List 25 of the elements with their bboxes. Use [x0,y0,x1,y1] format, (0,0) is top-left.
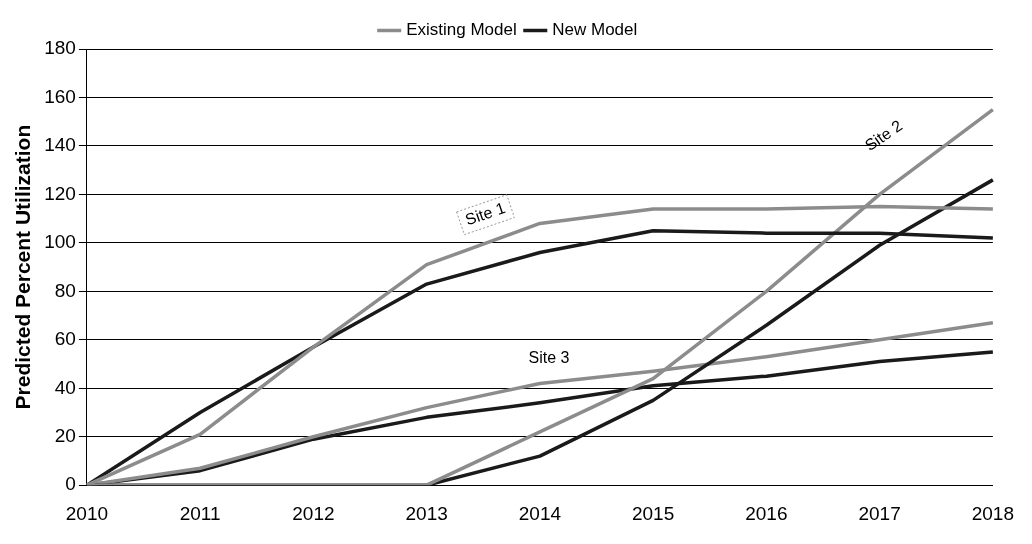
y-tick-label: 180 [44,37,76,59]
x-tick-label: 2014 [518,502,562,524]
y-tick-label: 140 [44,134,76,156]
y-tick-label: 20 [54,424,76,446]
annotation: Site 1 [463,199,508,229]
y-tick-label: 40 [54,376,76,398]
x-tick-label: 2011 [179,502,221,524]
legend-label: New Model [552,20,638,40]
y-tick-label: 0 [65,473,76,495]
y-tick-label: 80 [54,279,76,301]
x-tick-label: 2016 [745,502,788,524]
legend-label: Existing Model [406,20,517,40]
x-tick-label: 2017 [858,502,901,524]
y-tick-label: 100 [44,231,76,253]
x-tick-label: 2018 [971,502,1015,524]
annotation: Site 3 [528,349,570,367]
x-tick-label: 2010 [65,502,109,524]
y-axis-title: Predicted Percent Utilization [11,124,35,410]
annotation: Site 2 [861,116,906,154]
x-tick-label: 2012 [292,502,335,524]
y-tick-label: 160 [44,85,76,107]
x-tick-label: 2015 [631,502,675,524]
x-tick-label: 2013 [405,502,448,524]
y-tick-label: 120 [44,182,76,204]
y-tick-label: 60 [54,328,76,350]
